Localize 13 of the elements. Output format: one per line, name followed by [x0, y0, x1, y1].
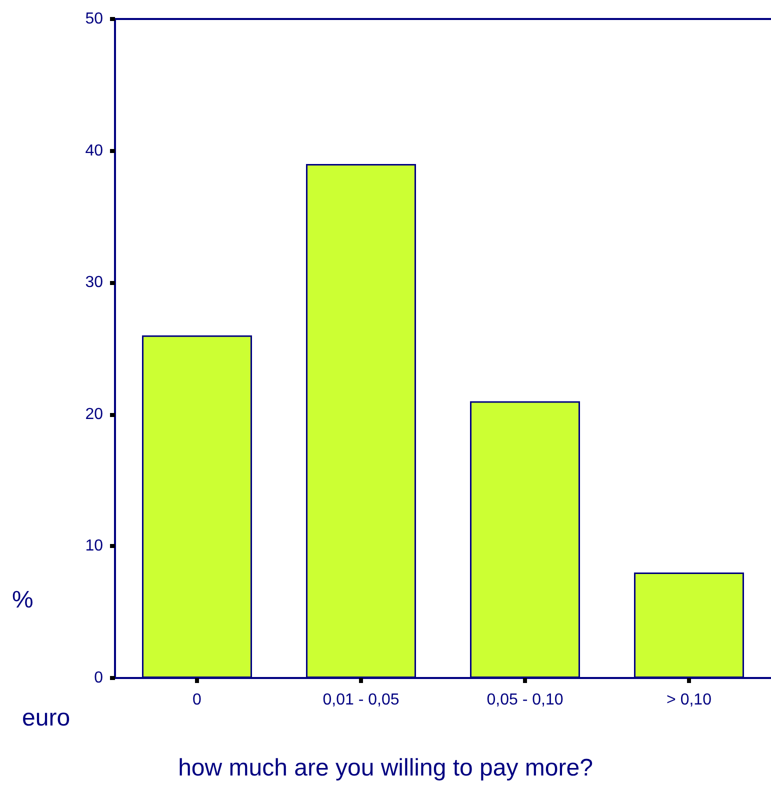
y-axis-title: % — [12, 586, 34, 614]
y-tick-label: 30 — [85, 274, 104, 292]
x-tick-label: 0,01 - 0,05 — [322, 692, 400, 708]
y-tick-label: 10 — [85, 538, 104, 555]
y-tick-label: 0 — [94, 670, 104, 686]
x-axis-title: how much are you willing to pay more? — [178, 754, 593, 782]
y-tick-label: 20 — [85, 406, 104, 423]
text: euro — [22, 704, 70, 732]
x-tick-label: 0,05 - 0,10 — [486, 692, 564, 708]
y-tick-label: 40 — [85, 142, 104, 160]
x-tick-label: 0 — [192, 692, 202, 708]
x-tick-label: > 0,10 — [666, 692, 712, 708]
y-tick-label: 50 — [85, 10, 104, 28]
